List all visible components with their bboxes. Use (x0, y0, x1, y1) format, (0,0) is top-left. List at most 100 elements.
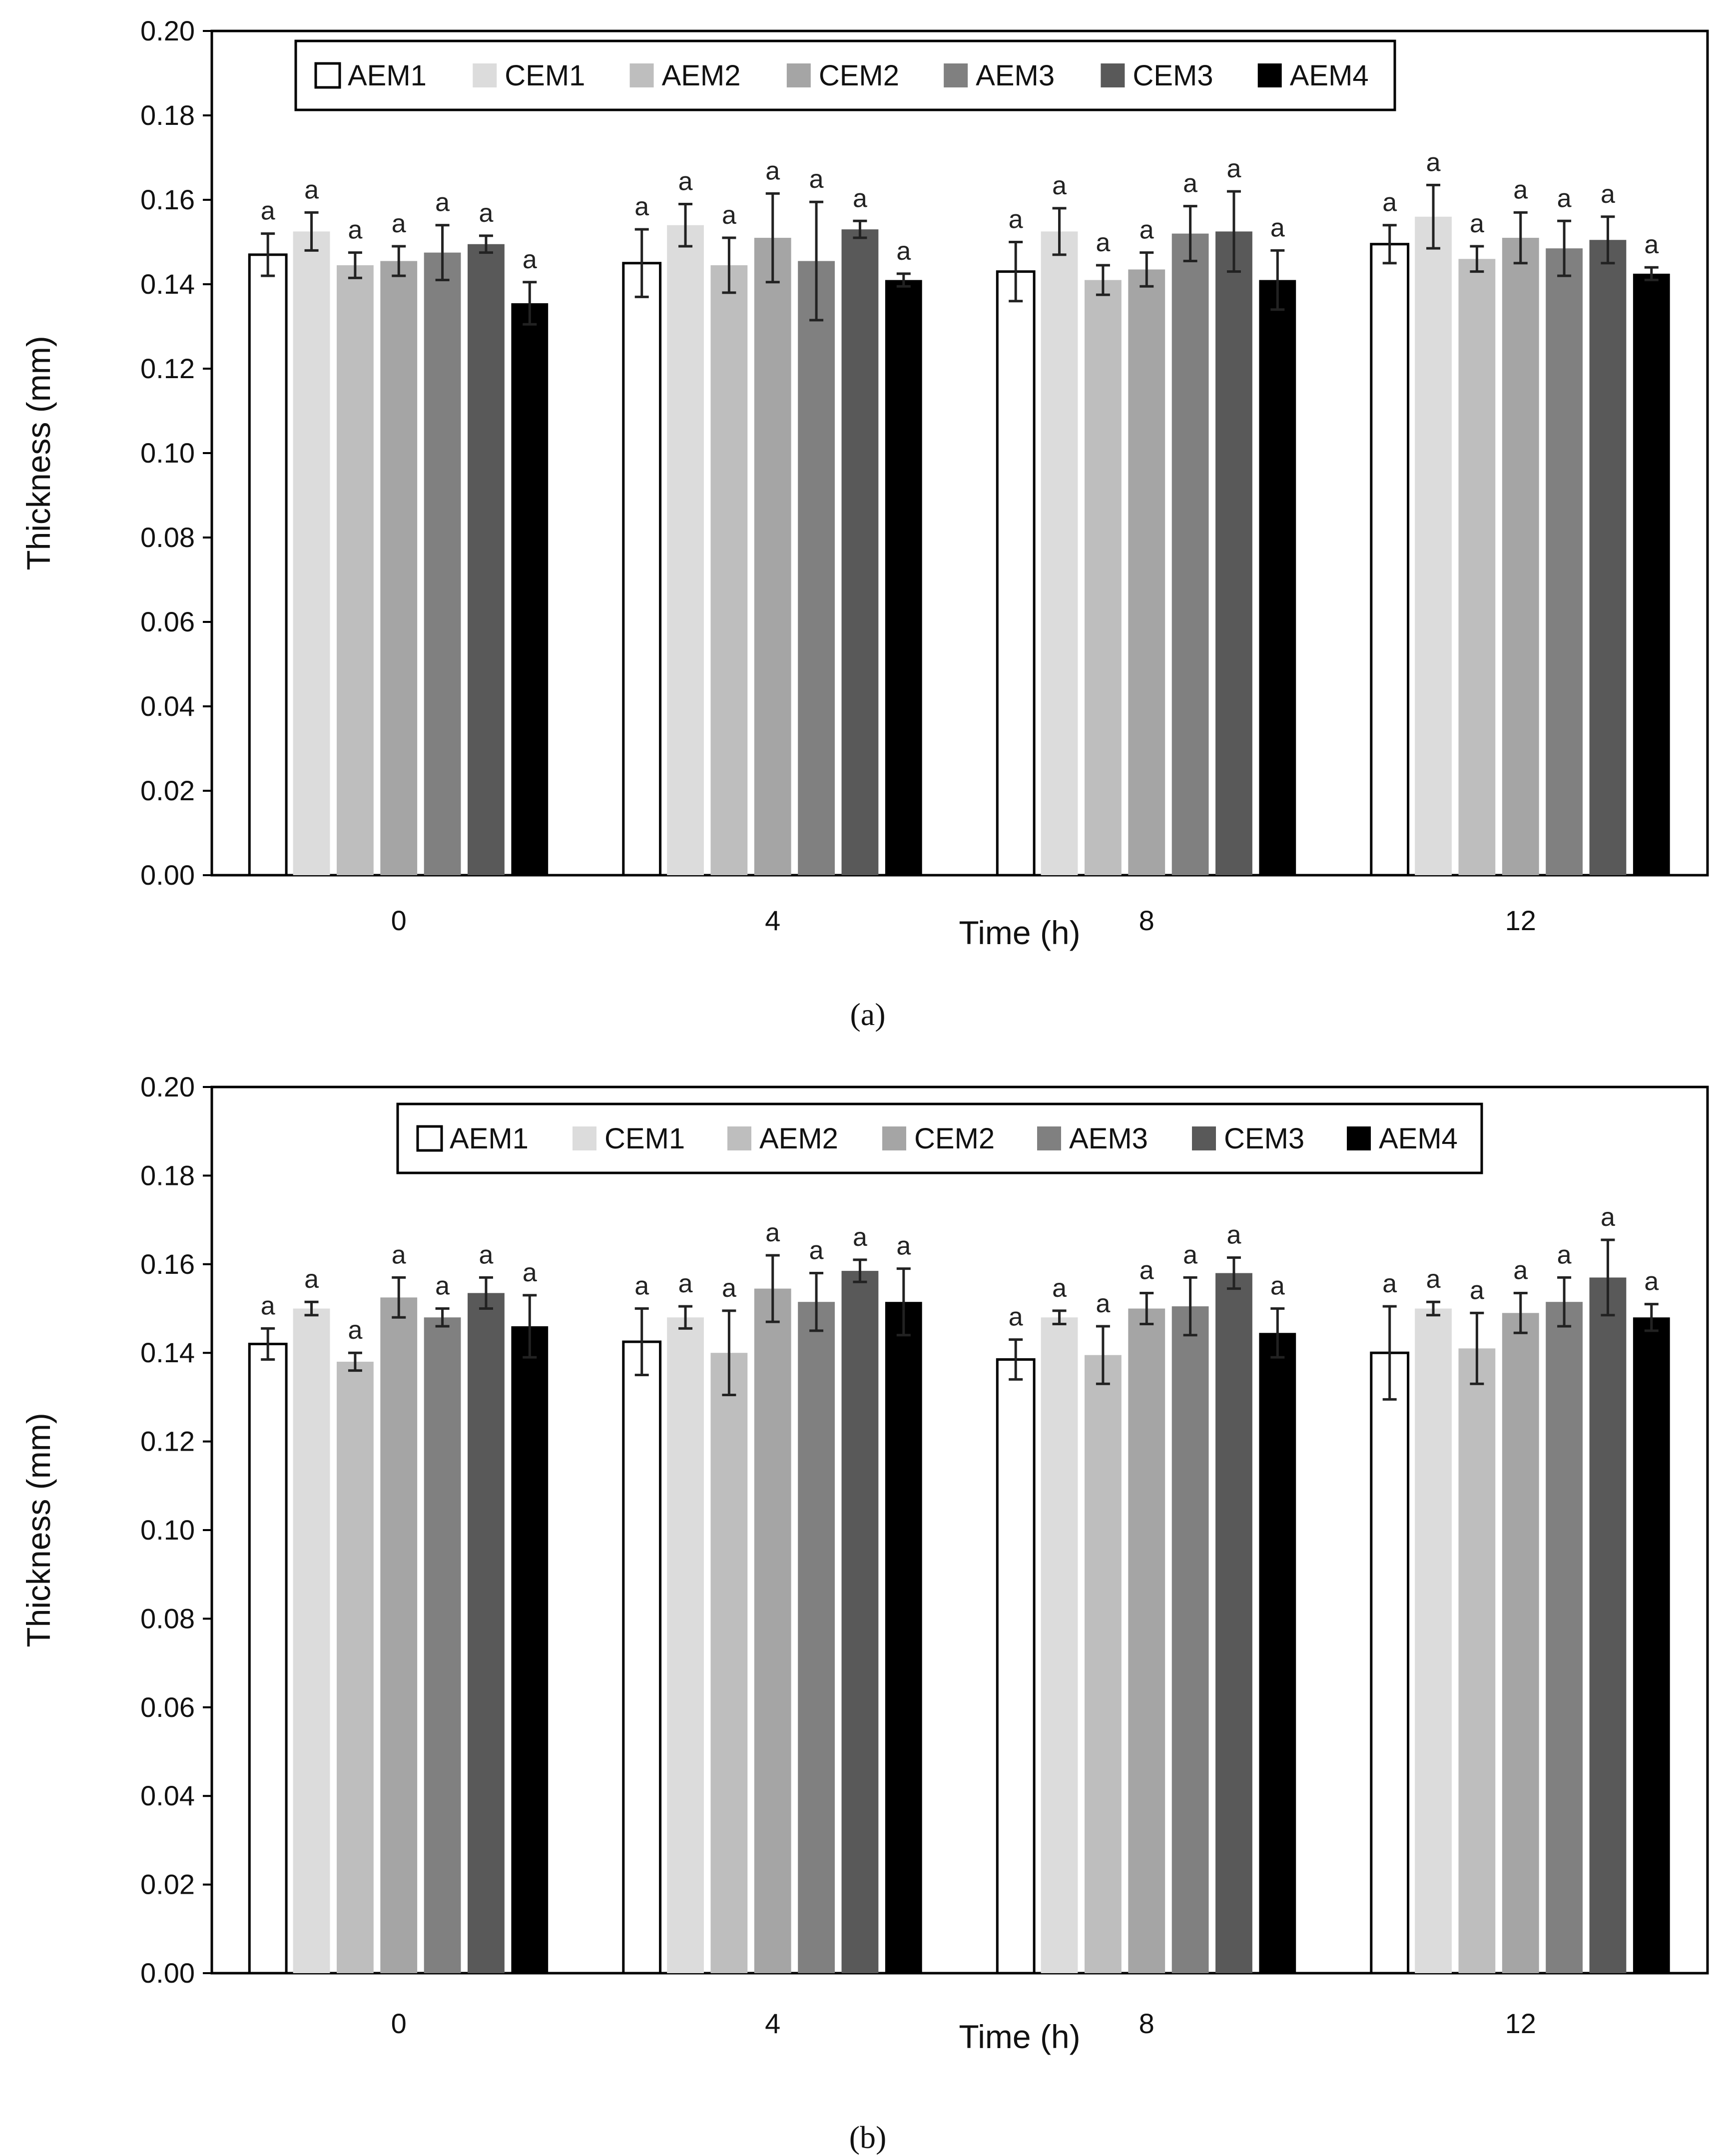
bar (511, 1326, 549, 1973)
x-category-label: 8 (1139, 905, 1155, 936)
bar (293, 231, 330, 875)
bar (424, 1317, 461, 1973)
x-axis-title: Time (h) (959, 2018, 1080, 2055)
significance-letter: a (1270, 1272, 1285, 1301)
bar (798, 261, 835, 875)
y-tick-label: 0.18 (140, 1159, 195, 1191)
panel-a: 0.00 0.02 0.04 0.06 0.08 0.10 0.12 0.14 0.16 0.18… (20, 15, 1709, 951)
y-axis-title: Thickness (mm) (20, 336, 57, 570)
x-category-label: 4 (765, 2008, 780, 2039)
legend-label: AEM3 (976, 59, 1055, 92)
x-category-label: 0 (391, 2008, 407, 2039)
y-tick-label: 0.16 (140, 184, 195, 215)
legend-label: CEM3 (1224, 1122, 1304, 1155)
panel-b: 0.00 0.02 0.04 0.06 0.08 0.10 0.12 0.14 0.16 0.18… (20, 1071, 1709, 2055)
legend-label: CEM1 (604, 1122, 685, 1155)
y-tick-label: 0.00 (140, 859, 195, 891)
significance-letter: a (304, 175, 319, 204)
significance-letter: a (392, 1240, 406, 1269)
legend-label: AEM3 (1069, 1122, 1148, 1155)
legend-swatch (629, 63, 654, 87)
bar (1370, 1351, 1410, 1975)
bar (622, 1340, 662, 1975)
x-category-label: 12 (1505, 905, 1536, 936)
legend-swatch (882, 1126, 906, 1150)
significance-letter: a (435, 188, 450, 217)
significance-letter: a (435, 1272, 450, 1301)
significance-letter: a (1426, 148, 1441, 177)
significance-letter: a (1513, 1256, 1528, 1285)
y-tick-label: 0.18 (140, 99, 195, 131)
significance-letter: a (523, 1258, 537, 1287)
significance-letter: a (1270, 213, 1285, 242)
bar (1084, 1355, 1122, 1973)
significance-letter: a (392, 209, 406, 238)
significance-letter: a (1382, 188, 1397, 217)
bar (1633, 273, 1670, 875)
bar (1546, 1302, 1583, 1973)
significance-letter: a (1140, 216, 1154, 245)
y-tick-label: 0.02 (140, 1869, 195, 1900)
y-tick-label: 0.16 (140, 1248, 195, 1280)
significance-letter: a (1644, 230, 1659, 259)
bar (248, 1342, 288, 1975)
bar (1589, 240, 1627, 875)
bar (1171, 233, 1209, 876)
bar (1171, 1306, 1209, 1973)
x-category-label: 8 (1139, 2008, 1155, 2039)
y-tick-label: 0.06 (140, 1691, 195, 1723)
x-category-label: 0 (391, 905, 407, 936)
legend-label: CEM1 (505, 59, 585, 92)
legend-label: AEM1 (450, 1122, 529, 1155)
significance-letter: a (1557, 184, 1572, 213)
significance-letter: a (479, 1240, 493, 1269)
significance-letter: a (1470, 1276, 1484, 1305)
significance-letter: a (1140, 1256, 1154, 1285)
bar (841, 229, 879, 875)
legend-swatch (1347, 1126, 1371, 1150)
bar (622, 262, 662, 877)
legend-swatch (314, 62, 341, 89)
bar (1502, 238, 1539, 875)
significance-letter: a (304, 1265, 319, 1294)
significance-letter: a (765, 1218, 780, 1247)
significance-letter: a (1009, 1303, 1023, 1332)
y-tick-label: 0.00 (140, 1957, 195, 1989)
significance-letter: a (1052, 171, 1067, 200)
bar (468, 244, 505, 876)
bar (1502, 1313, 1539, 1973)
significance-letter: a (1644, 1267, 1659, 1296)
significance-letter: a (479, 199, 493, 228)
legend-swatch (1192, 1126, 1216, 1150)
significance-letter: a (1513, 175, 1528, 204)
x-category-label: 12 (1505, 2008, 1536, 2039)
significance-letter: a (1470, 209, 1484, 238)
significance-letter: a (896, 1232, 911, 1261)
legend-swatch (727, 1126, 751, 1150)
significance-letter: a (896, 237, 911, 266)
y-axis-title: Thickness (mm) (20, 1413, 57, 1647)
significance-letter: a (1052, 1274, 1067, 1303)
bar (1370, 243, 1410, 877)
significance-letter: a (678, 167, 693, 196)
legend-swatch (473, 63, 497, 87)
bar (1415, 216, 1452, 875)
bar (1458, 1348, 1496, 1973)
significance-letter: a (722, 201, 736, 230)
bar (996, 1358, 1036, 1975)
significance-letter: a (261, 197, 275, 226)
significance-letter: a (722, 1274, 736, 1303)
bar (468, 1293, 505, 1973)
y-tick-label: 0.14 (140, 268, 195, 300)
significance-letter: a (809, 165, 824, 194)
bar (841, 1271, 879, 1973)
significance-letter: a (1183, 1240, 1197, 1269)
bar (248, 253, 288, 877)
significance-letter: a (853, 184, 867, 213)
bar (1546, 248, 1583, 875)
bar (1128, 1308, 1165, 1973)
bar (996, 270, 1036, 877)
bar (336, 265, 374, 875)
legend-swatch (1257, 63, 1282, 87)
